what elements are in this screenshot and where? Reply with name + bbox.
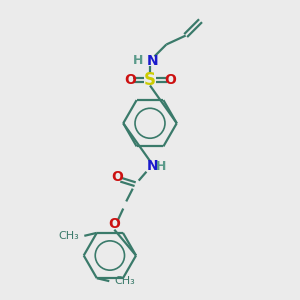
Text: O: O — [111, 170, 123, 184]
Text: H: H — [133, 54, 143, 67]
Text: S: S — [144, 71, 156, 89]
Text: O: O — [108, 217, 120, 231]
Text: H: H — [156, 160, 166, 173]
Text: CH₃: CH₃ — [58, 231, 79, 241]
Text: O: O — [164, 73, 176, 87]
Text: O: O — [124, 73, 136, 87]
Text: N: N — [147, 54, 158, 68]
Text: N: N — [147, 159, 158, 173]
Text: CH₃: CH₃ — [115, 276, 135, 286]
